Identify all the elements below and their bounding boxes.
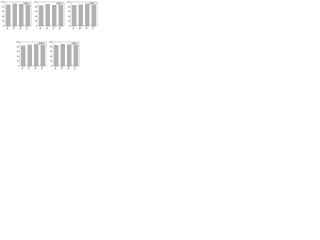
x-tick-label: M3 [67,67,70,70]
y-tick-label: 40 [35,16,38,18]
legend-swatch [38,42,41,45]
x-tick-label: M1 [39,27,42,30]
bar [60,44,65,67]
y-tick-label: 40 [2,16,5,18]
y-tick-label: 80 [17,46,20,48]
x-tick-label: M1 [72,27,75,30]
legend-label: Acc [92,2,95,5]
y-tick-label: 60 [35,11,38,13]
legend-frame [23,2,31,5]
bar [52,5,57,27]
y-tick-label: 80 [50,46,53,48]
x-tick-label: M4 [74,66,78,70]
page: {"chart_data": [ {"type": "bar", "catego… [0,0,100,80]
legend-frame [38,42,46,45]
y-tick-label: 100 [49,42,53,44]
y-tick-label: 0 [3,26,5,28]
y-tick-label: 60 [68,11,71,13]
bar [19,4,24,27]
bar [72,5,77,27]
x-tick-label: M4 [92,26,96,30]
legend-label: Acc [74,42,77,45]
subchart: 0 20 40 60 80 100 M1 M2 M3 M4 Acc [49,42,80,70]
legend-label: Acc [41,42,44,45]
y-tick-label: 80 [35,6,38,8]
y-tick-label: 0 [18,66,20,68]
x-tick-label: M1 [54,67,57,70]
legend-frame [89,2,97,5]
x-tick-label: M3 [19,27,22,30]
y-tick-label: 0 [69,26,71,28]
y-tick-label: 20 [68,21,71,23]
legend-swatch [89,2,92,5]
bar [45,4,50,27]
y-tick-label: 0 [51,66,53,68]
x-tick-label: M2 [28,67,31,70]
subchart: 0 20 40 60 80 100 M1 M2 M3 M4 Acc [67,2,98,30]
y-tick-label: 20 [50,61,53,63]
y-tick-label: 100 [1,2,5,4]
x-tick-label: M2 [46,27,49,30]
y-tick-label: 60 [2,11,5,13]
legend-swatch [71,42,74,45]
x-tick-label: M4 [41,66,45,70]
y-tick-label: 40 [17,56,20,58]
x-tick-label: M4 [26,26,30,30]
bar [54,45,59,67]
x-tick-label: M3 [85,27,88,30]
bar [85,3,90,27]
x-tick-label: M2 [61,67,64,70]
legend-label: Acc [26,2,29,5]
y-tick-label: 80 [2,6,5,8]
x-tick-label: M2 [79,27,82,30]
bar [40,43,45,67]
subchart: 0 20 40 60 80 100 M1 M2 M3 M4 Acc [34,2,65,30]
bar [58,4,63,27]
y-tick-label: 20 [2,21,5,23]
x-tick-label: M3 [34,67,37,70]
y-tick-label: 0 [36,26,38,28]
subchart: 0 20 40 60 80 100 M1 M2 M3 M4 Acc [1,2,32,30]
y-tick-label: 100 [67,2,71,4]
legend-swatch [56,2,59,5]
x-tick-label: M3 [52,27,55,30]
y-tick-label: 40 [50,56,53,58]
bar [12,3,17,27]
bar [21,45,26,67]
legend-swatch [23,2,26,5]
subchart: 0 20 40 60 80 100 M1 M2 M3 M4 Acc [16,42,47,70]
bar [27,44,32,67]
y-tick-label: 20 [35,21,38,23]
y-tick-label: 60 [17,51,20,53]
legend-label: Acc [59,2,62,5]
bar [6,4,11,27]
bar [25,3,30,27]
y-tick-label: 100 [16,42,20,44]
y-tick-label: 60 [50,51,53,53]
x-tick-label: M4 [59,26,63,30]
legend-frame [71,42,79,45]
bar [73,43,78,67]
bar [39,5,44,27]
legend-frame [56,2,64,5]
bar [78,4,83,27]
x-tick-label: M2 [13,27,16,30]
y-tick-label: 40 [68,16,71,18]
y-tick-label: 80 [68,6,71,8]
bar [34,44,39,67]
bar [91,3,96,27]
x-tick-label: M1 [21,67,24,70]
bar [67,44,72,67]
x-tick-label: M1 [6,27,9,30]
y-tick-label: 100 [34,2,38,4]
y-tick-label: 20 [17,61,20,63]
